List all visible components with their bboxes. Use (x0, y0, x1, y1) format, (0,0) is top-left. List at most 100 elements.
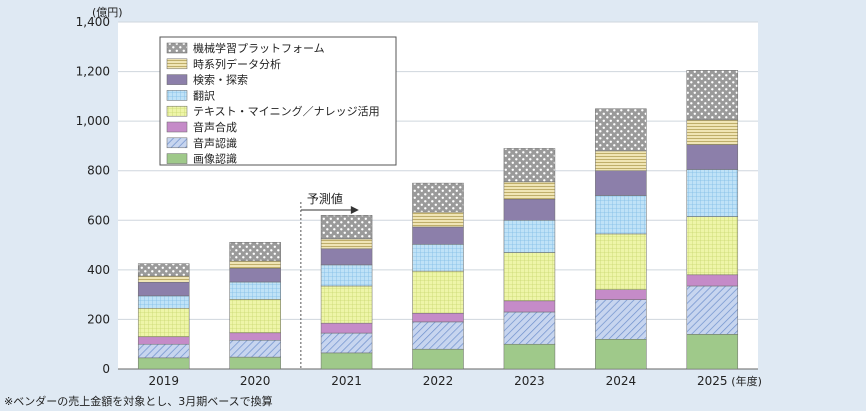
bars (137, 70, 739, 370)
x-axis-ticks: 2019 2020 2021 2022 2023 2024 2025 (年度) (148, 374, 761, 388)
bar-segment (229, 339, 281, 358)
legend-label: 翻訳 (193, 88, 215, 102)
forecast-label: 予測値 (307, 191, 343, 206)
bar-segment (595, 108, 647, 152)
stacked-bar-chart: 0 200 400 600 800 1,000 1,200 1,400 2019 2020 202… (76, 6, 762, 388)
bar-segment (229, 260, 281, 269)
bar-segment (412, 348, 464, 370)
bar-segment (320, 285, 373, 324)
bar-segment (137, 357, 190, 370)
legend-label: 検索・探索 (193, 73, 248, 87)
legend-swatch (166, 90, 188, 101)
y-axis-ticks: 0 200 400 600 800 1,000 1,200 1,400 (76, 15, 110, 376)
bar-segment (595, 339, 647, 370)
x-tick-label: 2019 (148, 374, 179, 388)
footnote: ※ベンダーの売上金額を対象とし、3月期ベースで換算 (4, 395, 273, 408)
x-tick-label: 2021 (331, 374, 362, 388)
bar-segment (686, 169, 739, 217)
bar-segment (229, 242, 281, 262)
bar-segment (503, 220, 556, 253)
bar-segment (503, 343, 556, 370)
y-tick-label: 1,000 (76, 114, 110, 128)
bar-segment (137, 308, 190, 338)
bar-segment (595, 299, 647, 340)
bar-segment (137, 275, 190, 283)
bar-segment (503, 181, 556, 200)
legend-label: 音声合成 (193, 120, 237, 134)
bar-segment (229, 356, 281, 370)
bar-segment (229, 332, 281, 341)
legend-label: 機械学習プラットフォーム (193, 41, 325, 55)
legend-label: 音声認識 (193, 136, 237, 150)
bar-segment (320, 332, 373, 354)
bar-segment (503, 198, 556, 221)
bar-segment (137, 343, 190, 359)
bar-segment (686, 285, 739, 335)
legend-swatch (166, 137, 188, 149)
legend-swatch (166, 74, 188, 85)
y-unit-label: (億円) (92, 6, 123, 19)
x-tick-label: 2020 (240, 374, 271, 388)
bar-segment (595, 170, 647, 196)
x-unit-label: (年度) (731, 374, 762, 388)
x-tick-label: 2025 (697, 374, 728, 388)
y-tick-label: 0 (102, 362, 110, 376)
bar-segment (686, 70, 739, 121)
bar-segment (412, 226, 464, 245)
legend-swatch (166, 121, 188, 133)
legend-swatch (166, 153, 188, 164)
legend-label: 時系列データ分析 (193, 57, 281, 71)
bar-segment (412, 312, 464, 323)
bar-segment (137, 282, 190, 297)
bar-segment (595, 289, 647, 300)
bar-segment (137, 263, 190, 277)
y-tick-label: 1,200 (76, 65, 110, 79)
bar-segment (595, 233, 647, 290)
y-tick-label: 800 (87, 164, 110, 178)
bar-segment (137, 295, 190, 309)
bar-segment (503, 148, 556, 183)
bar-segment (412, 182, 464, 213)
legend-label: 画像認識 (193, 152, 237, 166)
forecast-annotation: 予測値 (300, 191, 359, 369)
x-tick-label: 2022 (423, 374, 454, 388)
bar-segment (412, 211, 464, 228)
bar-segment (686, 216, 739, 276)
bar-segment (229, 268, 281, 283)
legend: 機械学習プラットフォーム時系列データ分析検索・探索翻訳テキスト・マイニング／ナレ… (159, 36, 397, 166)
forecast-arrowhead (350, 206, 359, 214)
bar-segment (320, 248, 373, 266)
bar-segment (320, 264, 373, 287)
bar-segment (503, 252, 556, 302)
bar-segment (320, 322, 373, 334)
y-tick-label: 1,400 (76, 15, 110, 29)
bar-segment (412, 244, 464, 272)
bar-segment (412, 321, 464, 350)
legend-swatch (166, 105, 188, 117)
y-tick-label: 200 (87, 312, 110, 326)
bar-segment (412, 270, 464, 314)
bar-segment (320, 352, 373, 370)
bar-segment (595, 150, 647, 171)
bar-segment (137, 336, 190, 345)
bar-segment (503, 311, 556, 345)
x-tick-label: 2024 (606, 374, 637, 388)
bar-segment (686, 334, 739, 370)
bar-segment (320, 215, 373, 240)
legend-swatch (166, 58, 188, 70)
legend-swatch (166, 42, 188, 54)
bar-segment (686, 274, 739, 287)
bar-segment (595, 195, 647, 235)
y-tick-label: 400 (87, 263, 110, 277)
legend-label: テキスト・マイニング／ナレッジ活用 (193, 104, 380, 118)
bar-segment (686, 144, 739, 170)
bar-segment (320, 238, 373, 250)
bar-segment (229, 299, 281, 334)
bar-segment (503, 300, 556, 313)
legend-box (159, 36, 397, 166)
bar-segment (229, 281, 281, 300)
bar-segment (686, 119, 739, 145)
x-tick-label: 2023 (514, 374, 545, 388)
y-tick-label: 600 (87, 213, 110, 227)
